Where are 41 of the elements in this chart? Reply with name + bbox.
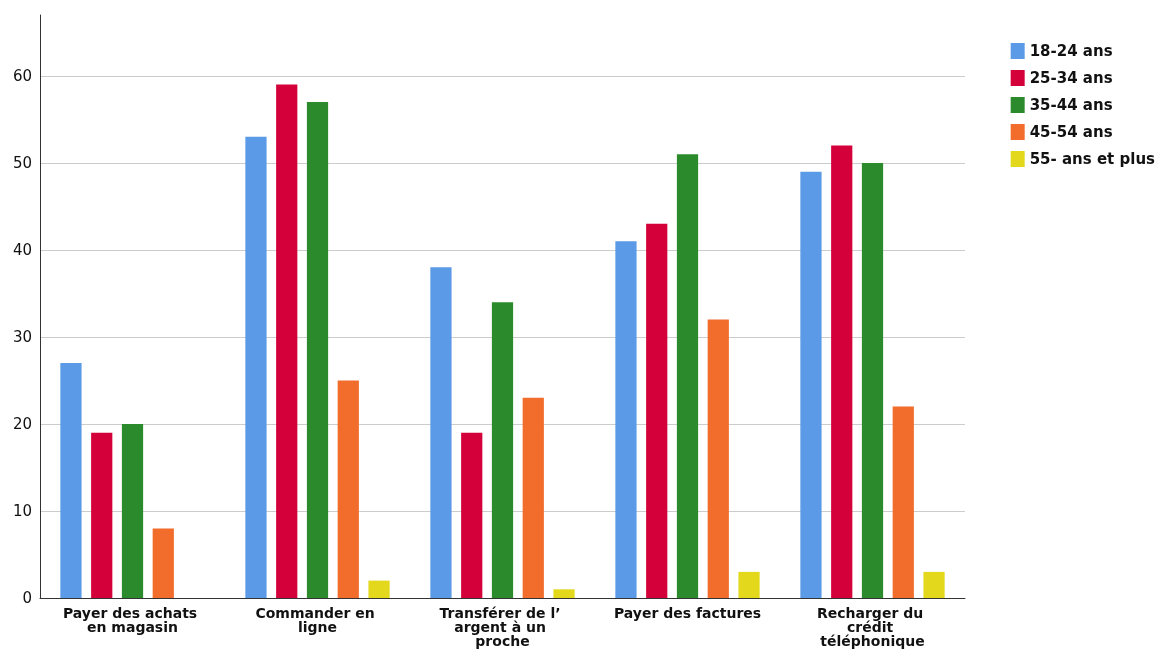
x-tick-label: Transférer de l’ argent à un proche <box>439 605 566 649</box>
bar <box>676 154 699 598</box>
bar <box>430 267 452 598</box>
y-tick-label: 60 <box>12 66 32 85</box>
bar <box>60 363 82 598</box>
bar <box>707 319 729 598</box>
y-tick-label: 40 <box>12 240 32 259</box>
legend-label: 25-34 ans <box>1029 69 1113 87</box>
bar <box>646 223 668 598</box>
bar <box>121 423 144 598</box>
y-tick-label: 10 <box>12 501 32 520</box>
y-tick-label: 50 <box>12 153 32 172</box>
bar <box>553 589 575 598</box>
bar <box>491 302 514 598</box>
bar <box>276 84 298 598</box>
bar <box>522 397 544 598</box>
legend-label: 55- ans et plus <box>1029 150 1156 168</box>
y-tick-label: 0 <box>22 589 32 607</box>
bar <box>800 171 822 598</box>
x-tick-label: Payer des achats en magasin <box>62 605 203 635</box>
bar <box>923 571 945 598</box>
x-tick-label: Commander en ligne <box>255 605 380 635</box>
y-tick-label: 30 <box>12 327 32 346</box>
x-tick-label: Recharger du crédit téléphonique <box>816 605 929 649</box>
legend-label: 35-44 ans <box>1029 96 1113 114</box>
bar <box>306 102 329 598</box>
bar <box>368 580 390 598</box>
bar <box>245 136 267 598</box>
bar <box>615 241 637 598</box>
bar <box>337 380 359 598</box>
bar <box>152 528 174 598</box>
legend-label: 45-54 ans <box>1029 123 1113 141</box>
legend-label: 18-24 ans <box>1029 42 1113 60</box>
y-tick-label: 20 <box>12 414 32 433</box>
bar <box>861 162 884 598</box>
x-tick-label: Payer des factures <box>613 605 762 621</box>
bar <box>738 571 760 598</box>
bar <box>461 432 483 598</box>
bar <box>91 432 113 598</box>
bar <box>831 145 853 598</box>
bar <box>892 406 914 598</box>
